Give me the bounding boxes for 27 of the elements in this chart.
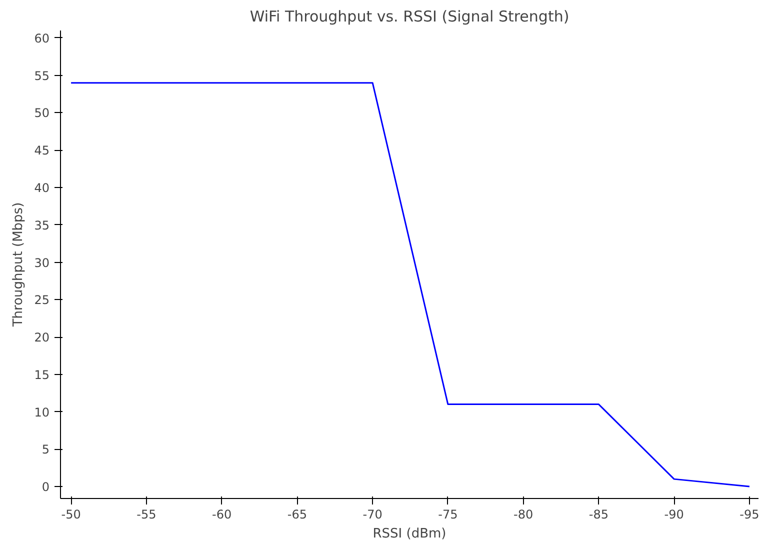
- x-tick-label: -75: [438, 508, 458, 522]
- y-tick-label: 10: [34, 405, 50, 420]
- chart-title: WiFi Throughput vs. RSSI (Signal Strength): [250, 8, 570, 26]
- y-tick-label: 20: [34, 330, 50, 345]
- line-series: [70, 82, 750, 488]
- y-tick-label: 50: [34, 106, 50, 120]
- y-tick-label: 5: [42, 442, 50, 457]
- x-tick-label: -70: [362, 508, 382, 522]
- y-tick-label: 60: [34, 31, 50, 46]
- x-tick-label: -55: [136, 508, 156, 522]
- y-tick-label: 15: [34, 368, 50, 382]
- y-tick-label: 55: [34, 68, 50, 83]
- x-tick-label: -80: [514, 508, 534, 522]
- y-tick-label: 25: [34, 293, 50, 308]
- x-axis-title: RSSI (dBm): [372, 526, 446, 542]
- y-tick-label: 40: [34, 180, 50, 195]
- x-tick-label: -50: [61, 508, 81, 522]
- y-tick-label: 45: [34, 144, 50, 158]
- y-tick-label: 35: [34, 218, 50, 232]
- x-tick-label: -85: [588, 508, 609, 522]
- x-tick-label: -65: [287, 508, 307, 522]
- x-tick-label: -60: [212, 508, 232, 522]
- y-axis-title: Throughput (Mbps): [11, 202, 26, 328]
- x-tick-label: -90: [664, 508, 684, 522]
- y-tick-label: 0: [42, 480, 50, 494]
- y-tick-label: 30: [34, 256, 50, 270]
- x-tick-label: -95: [740, 508, 760, 522]
